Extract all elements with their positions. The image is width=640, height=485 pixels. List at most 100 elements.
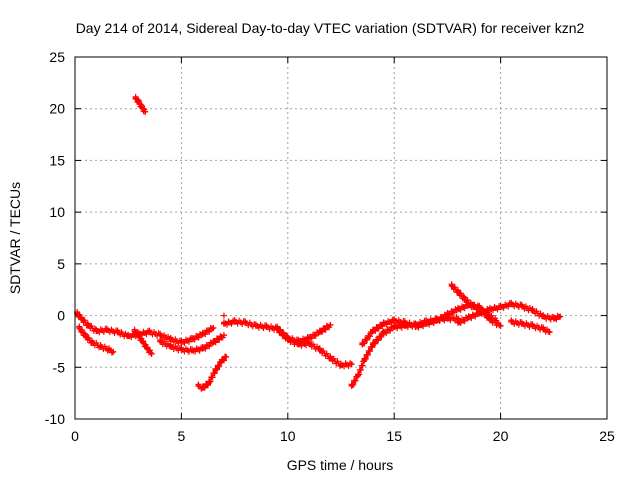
y-tick-label: 0 xyxy=(57,308,65,324)
series-track-f xyxy=(132,93,149,115)
data-point xyxy=(106,346,113,353)
data-point-fill xyxy=(388,320,395,327)
data-point xyxy=(223,353,230,360)
y-tick-label: 10 xyxy=(49,204,65,220)
data-point xyxy=(493,317,500,324)
x-tick-label: 15 xyxy=(386,428,402,444)
data-point xyxy=(461,296,468,303)
data-point-fill xyxy=(317,328,324,335)
data-point-fill xyxy=(194,333,201,340)
data-point-fill xyxy=(311,332,318,339)
data-point xyxy=(142,108,149,115)
series-track-e xyxy=(195,353,230,392)
series-track-h xyxy=(274,321,334,346)
data-point-fill xyxy=(209,374,216,381)
data-point xyxy=(455,306,462,313)
series-track-m xyxy=(455,299,564,327)
data-point-fill xyxy=(378,333,385,340)
data-point xyxy=(497,304,504,311)
chart-title: Day 214 of 2014, Sidereal Day-to-day VTE… xyxy=(76,20,585,36)
data-point-fill xyxy=(192,348,199,355)
y-tick-label: 20 xyxy=(49,101,65,117)
data-point-fill xyxy=(143,331,150,338)
data-point-fill xyxy=(371,327,378,334)
data-point xyxy=(486,306,493,313)
data-point-fill xyxy=(364,352,371,359)
data-point-fill xyxy=(461,318,468,325)
data-point xyxy=(540,313,547,320)
data-point-fill xyxy=(367,333,374,340)
y-tick-label: 15 xyxy=(49,152,65,168)
data-point-fill xyxy=(196,347,203,354)
data-point-fill xyxy=(367,348,374,355)
data-point xyxy=(455,288,462,295)
plot-frame xyxy=(74,56,608,420)
data-point xyxy=(550,315,557,322)
data-point xyxy=(348,382,355,389)
data-point-fill xyxy=(494,306,501,313)
data-point xyxy=(327,321,334,328)
data-point-fill xyxy=(439,314,446,321)
data-point xyxy=(178,339,185,346)
data-point xyxy=(355,372,362,379)
y-tick-label: -10 xyxy=(45,411,65,427)
data-point xyxy=(380,330,387,337)
data-point xyxy=(199,345,206,352)
data-point xyxy=(89,339,96,346)
data-point xyxy=(467,301,474,308)
data-point-fill xyxy=(205,328,211,335)
data-point xyxy=(231,318,238,325)
data-point xyxy=(146,329,153,336)
data-point-fill xyxy=(216,363,223,370)
data-point-fill xyxy=(206,328,213,335)
data-point xyxy=(125,333,132,340)
data-point xyxy=(391,317,398,324)
series-track-d xyxy=(157,332,227,355)
y-axis-label: SDTVAR / TECUs xyxy=(7,182,23,294)
data-point-fill xyxy=(375,337,382,344)
data-point-fill xyxy=(228,320,235,327)
data-point xyxy=(284,335,291,342)
data-point-fill xyxy=(303,337,310,344)
data-point xyxy=(529,307,536,314)
data-point xyxy=(508,318,515,325)
data-point xyxy=(206,379,213,386)
data-point xyxy=(220,312,227,319)
data-point-fill xyxy=(505,303,512,310)
data-point xyxy=(103,327,110,334)
data-point xyxy=(110,348,117,355)
data-point-fill xyxy=(374,324,381,331)
data-point xyxy=(361,357,368,364)
x-tick-label: 20 xyxy=(493,428,509,444)
data-points xyxy=(74,93,564,392)
data-point-fill xyxy=(387,327,394,334)
data-point-fill xyxy=(430,320,437,327)
data-point xyxy=(338,362,344,369)
x-axis-label: GPS time / hours xyxy=(287,457,394,473)
data-point-fill xyxy=(100,328,107,335)
data-point-fill xyxy=(312,332,319,339)
data-point xyxy=(189,347,196,354)
data-point-fill xyxy=(224,321,230,328)
data-point xyxy=(518,320,525,327)
data-point xyxy=(306,340,313,347)
data-point xyxy=(327,354,334,361)
data-point xyxy=(433,317,440,324)
data-point xyxy=(263,323,270,330)
data-point xyxy=(359,341,366,348)
data-point xyxy=(448,282,455,289)
data-point xyxy=(140,339,147,346)
data-point-fill xyxy=(364,336,371,343)
data-point-fill xyxy=(420,323,427,330)
data-point xyxy=(220,332,227,339)
data-point xyxy=(93,328,100,335)
data-point-fill xyxy=(460,317,467,324)
data-point-fill xyxy=(195,334,202,341)
data-point xyxy=(412,323,419,330)
data-point xyxy=(114,329,121,336)
data-point-fill xyxy=(216,336,223,343)
data-point-fill xyxy=(211,370,218,377)
data-point xyxy=(132,95,139,102)
